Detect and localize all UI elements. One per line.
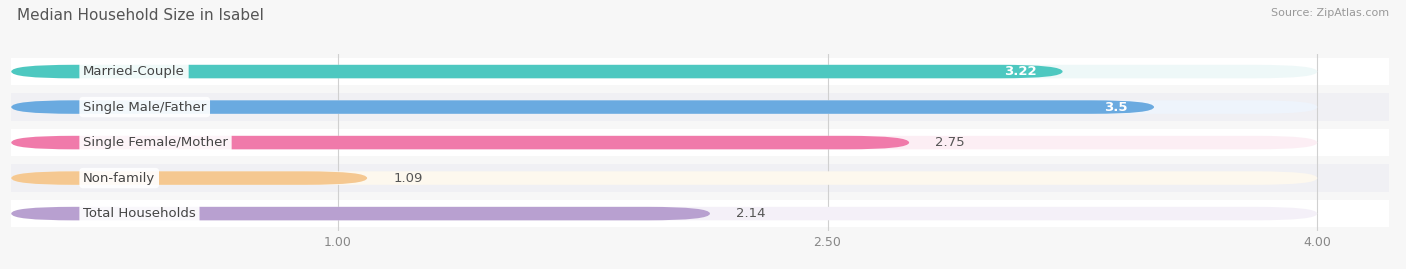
Text: Source: ZipAtlas.com: Source: ZipAtlas.com xyxy=(1271,8,1389,18)
FancyBboxPatch shape xyxy=(11,100,1154,114)
FancyBboxPatch shape xyxy=(11,207,710,220)
FancyBboxPatch shape xyxy=(11,171,1317,185)
FancyBboxPatch shape xyxy=(11,100,1317,114)
Text: Total Households: Total Households xyxy=(83,207,195,220)
FancyBboxPatch shape xyxy=(11,171,367,185)
Text: 3.22: 3.22 xyxy=(1004,65,1036,78)
Text: 2.14: 2.14 xyxy=(737,207,766,220)
FancyBboxPatch shape xyxy=(11,65,1317,78)
Text: Non-family: Non-family xyxy=(83,172,155,185)
FancyBboxPatch shape xyxy=(11,207,1317,220)
FancyBboxPatch shape xyxy=(11,200,1389,227)
Text: 1.09: 1.09 xyxy=(394,172,423,185)
Text: 2.75: 2.75 xyxy=(935,136,965,149)
FancyBboxPatch shape xyxy=(11,164,1389,192)
FancyBboxPatch shape xyxy=(11,136,910,149)
Text: Single Female/Mother: Single Female/Mother xyxy=(83,136,228,149)
Text: 3.5: 3.5 xyxy=(1105,101,1128,114)
Text: Median Household Size in Isabel: Median Household Size in Isabel xyxy=(17,8,264,23)
FancyBboxPatch shape xyxy=(11,129,1389,156)
Text: Married-Couple: Married-Couple xyxy=(83,65,186,78)
FancyBboxPatch shape xyxy=(11,65,1063,78)
FancyBboxPatch shape xyxy=(11,136,1317,149)
FancyBboxPatch shape xyxy=(11,93,1389,121)
FancyBboxPatch shape xyxy=(11,58,1389,85)
Text: Single Male/Father: Single Male/Father xyxy=(83,101,207,114)
